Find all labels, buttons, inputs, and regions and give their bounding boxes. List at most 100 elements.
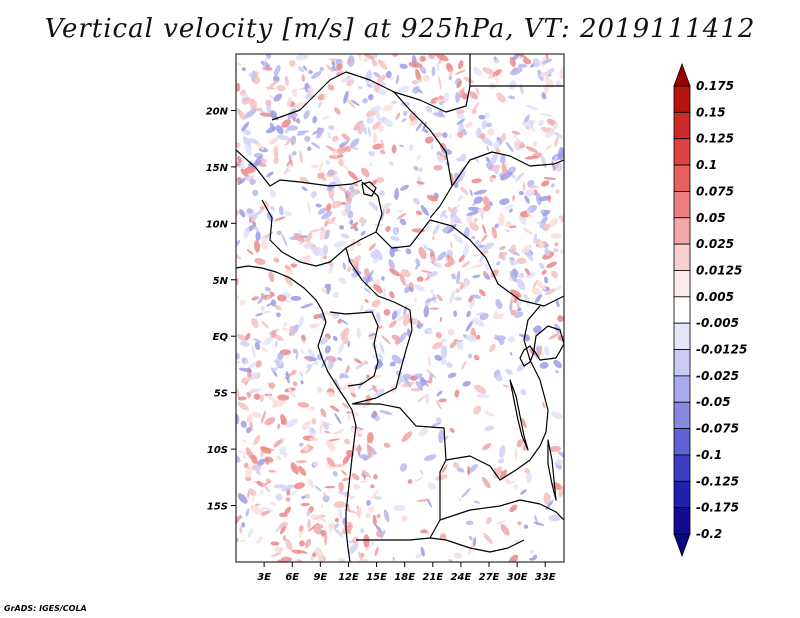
field-cell <box>548 217 559 228</box>
field-cell <box>521 417 527 429</box>
field-cell <box>236 537 239 543</box>
field-cell <box>390 235 400 242</box>
field-cell <box>279 446 287 455</box>
field-cell <box>256 458 266 467</box>
field-cell <box>455 91 460 103</box>
border-angola <box>354 403 447 541</box>
field-cell <box>300 380 304 385</box>
field-cell <box>525 470 532 484</box>
field-cell <box>290 136 297 146</box>
field-cell <box>408 144 414 152</box>
field-cell <box>420 204 429 216</box>
colorbar-level-label: 0.175 <box>696 79 734 93</box>
field-cell <box>371 59 378 67</box>
field-cell <box>347 265 352 273</box>
field-cell <box>414 477 424 482</box>
field-cell <box>271 367 278 372</box>
field-cell <box>260 489 264 495</box>
field-cell <box>472 66 483 77</box>
field-cell <box>449 427 455 433</box>
field-cell <box>277 423 281 430</box>
field-cell <box>244 143 252 157</box>
field-cell <box>393 504 406 511</box>
field-cell <box>423 305 430 318</box>
field-cell <box>533 325 542 333</box>
field-cell <box>473 253 480 257</box>
field-cell <box>345 365 350 374</box>
field-cell <box>415 121 423 132</box>
field-cell <box>260 304 265 312</box>
field-cell <box>522 57 532 65</box>
field-cell <box>295 460 307 463</box>
credit-text: GrADS: IGES/COLA <box>4 604 87 613</box>
field-cell <box>523 294 528 300</box>
field-cell <box>501 163 508 175</box>
field-cell <box>316 523 324 529</box>
field-cell <box>534 282 547 291</box>
field-cell <box>385 208 391 215</box>
field-cell <box>312 461 319 467</box>
field-cell <box>398 332 407 344</box>
field-cell <box>349 189 359 200</box>
field-cell <box>298 315 304 328</box>
field-cell <box>262 507 274 512</box>
field-cell <box>239 526 243 534</box>
field-cell <box>514 311 524 319</box>
field-cell <box>486 516 492 525</box>
field-cell <box>319 227 326 241</box>
colorbar-level-label: 0.005 <box>696 290 734 304</box>
field-cell <box>462 380 471 387</box>
field-cell <box>447 206 454 213</box>
field-cell <box>348 542 359 555</box>
field-cell <box>261 310 270 314</box>
field-cell <box>517 63 528 68</box>
field-cell <box>375 110 382 123</box>
colorbar-swatch <box>673 296 691 324</box>
field-cell <box>236 515 242 521</box>
field-cell <box>268 382 276 389</box>
field-cell <box>254 226 259 232</box>
field-cell <box>321 211 333 220</box>
field-cell <box>399 63 408 69</box>
field-cell <box>334 412 342 425</box>
field-cell <box>374 496 382 500</box>
field-cell <box>484 263 489 271</box>
field-cell <box>457 131 464 138</box>
field-cell <box>508 336 516 343</box>
field-cell <box>467 353 473 359</box>
field-cell <box>237 401 250 411</box>
field-cell <box>379 410 393 415</box>
field-cell <box>553 155 558 163</box>
field-cell <box>265 457 270 466</box>
field-cell <box>273 93 283 102</box>
field-cell <box>436 416 442 425</box>
field-cell <box>444 435 449 440</box>
field-cell <box>375 388 385 396</box>
field-cell <box>514 138 521 149</box>
field-cell <box>295 351 299 360</box>
field-cell <box>284 506 292 515</box>
field-cell <box>516 257 527 265</box>
field-cell <box>242 439 247 443</box>
field-cell <box>489 343 496 352</box>
field-cell <box>380 334 391 345</box>
field-cell <box>327 169 335 176</box>
colorbar-swatch <box>673 322 691 350</box>
field-cell <box>443 92 450 103</box>
field-cell <box>274 305 282 311</box>
field-cell <box>494 58 500 64</box>
field-cell <box>528 184 538 189</box>
colorbar-level-label: -0.075 <box>696 422 739 436</box>
field-cell <box>509 80 517 90</box>
lon-tick-label: 3E <box>257 572 271 583</box>
colorbar-level-label: -0.125 <box>696 474 739 488</box>
field-cell <box>466 310 471 318</box>
lon-tick-label: 18E <box>394 572 415 583</box>
map-title: Vertical velocity [m/s] at 925hPa, VT: 2… <box>44 14 756 44</box>
field-cell <box>253 240 261 253</box>
field-cell <box>431 342 443 350</box>
field-cell <box>347 170 359 181</box>
field-cell <box>412 318 419 325</box>
lon-tick-label: 15E <box>366 572 387 583</box>
